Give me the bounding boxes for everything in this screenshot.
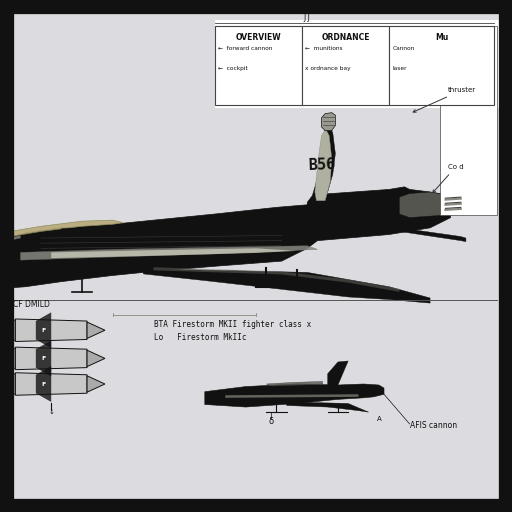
Polygon shape <box>5 365 15 403</box>
Text: ←  munitions: ← munitions <box>305 46 343 51</box>
Polygon shape <box>328 361 348 385</box>
Polygon shape <box>5 339 15 378</box>
Text: B56: B56 <box>308 157 335 173</box>
Polygon shape <box>51 248 297 258</box>
Text: ←  cockpit: ← cockpit <box>218 66 248 71</box>
Polygon shape <box>154 267 399 292</box>
Text: ↓: ↓ <box>48 409 54 415</box>
Polygon shape <box>399 228 466 242</box>
Text: Cannon: Cannon <box>392 46 414 51</box>
Polygon shape <box>15 373 87 395</box>
Text: BTA Firestorm MKII fighter class x: BTA Firestorm MKII fighter class x <box>154 319 311 329</box>
Text: F: F <box>41 381 46 387</box>
Polygon shape <box>225 394 358 398</box>
Text: A: A <box>376 416 381 422</box>
Polygon shape <box>36 312 51 348</box>
Polygon shape <box>0 236 20 246</box>
Polygon shape <box>205 384 384 407</box>
Text: OVERVIEW: OVERVIEW <box>236 33 282 42</box>
Polygon shape <box>61 227 102 231</box>
Polygon shape <box>87 322 105 338</box>
Polygon shape <box>36 340 51 376</box>
Text: AFIS cannon: AFIS cannon <box>410 420 457 430</box>
Text: laser: laser <box>392 66 407 71</box>
Bar <box>215 20 499 108</box>
Text: CF DMILD: CF DMILD <box>13 300 50 309</box>
Text: J J: J J <box>304 13 311 23</box>
Polygon shape <box>266 381 323 386</box>
Bar <box>215 26 302 105</box>
Polygon shape <box>0 187 451 289</box>
Polygon shape <box>36 366 51 402</box>
Text: Co d: Co d <box>433 164 464 193</box>
Text: ←  forward cannon: ← forward cannon <box>218 46 272 51</box>
Polygon shape <box>87 350 105 367</box>
Polygon shape <box>15 319 87 342</box>
Text: ORDNANCE: ORDNANCE <box>322 33 370 42</box>
Text: Lo   Firestorm MkIIc: Lo Firestorm MkIIc <box>154 333 246 343</box>
Polygon shape <box>287 402 369 412</box>
Polygon shape <box>143 269 430 303</box>
Polygon shape <box>322 113 335 131</box>
Polygon shape <box>10 220 123 237</box>
Text: δ: δ <box>269 417 274 426</box>
Text: x ordnance bay: x ordnance bay <box>305 66 351 71</box>
Polygon shape <box>5 311 15 350</box>
Polygon shape <box>399 192 451 218</box>
Text: F: F <box>41 328 46 333</box>
Text: thruster: thruster <box>413 87 476 112</box>
Bar <box>389 26 494 105</box>
Polygon shape <box>20 246 317 260</box>
Text: F: F <box>41 356 46 361</box>
Polygon shape <box>87 376 105 392</box>
Polygon shape <box>315 129 332 201</box>
Polygon shape <box>15 347 87 370</box>
Polygon shape <box>307 123 335 205</box>
Bar <box>440 26 497 215</box>
Text: Mu: Mu <box>435 33 448 42</box>
Bar <box>302 26 389 105</box>
